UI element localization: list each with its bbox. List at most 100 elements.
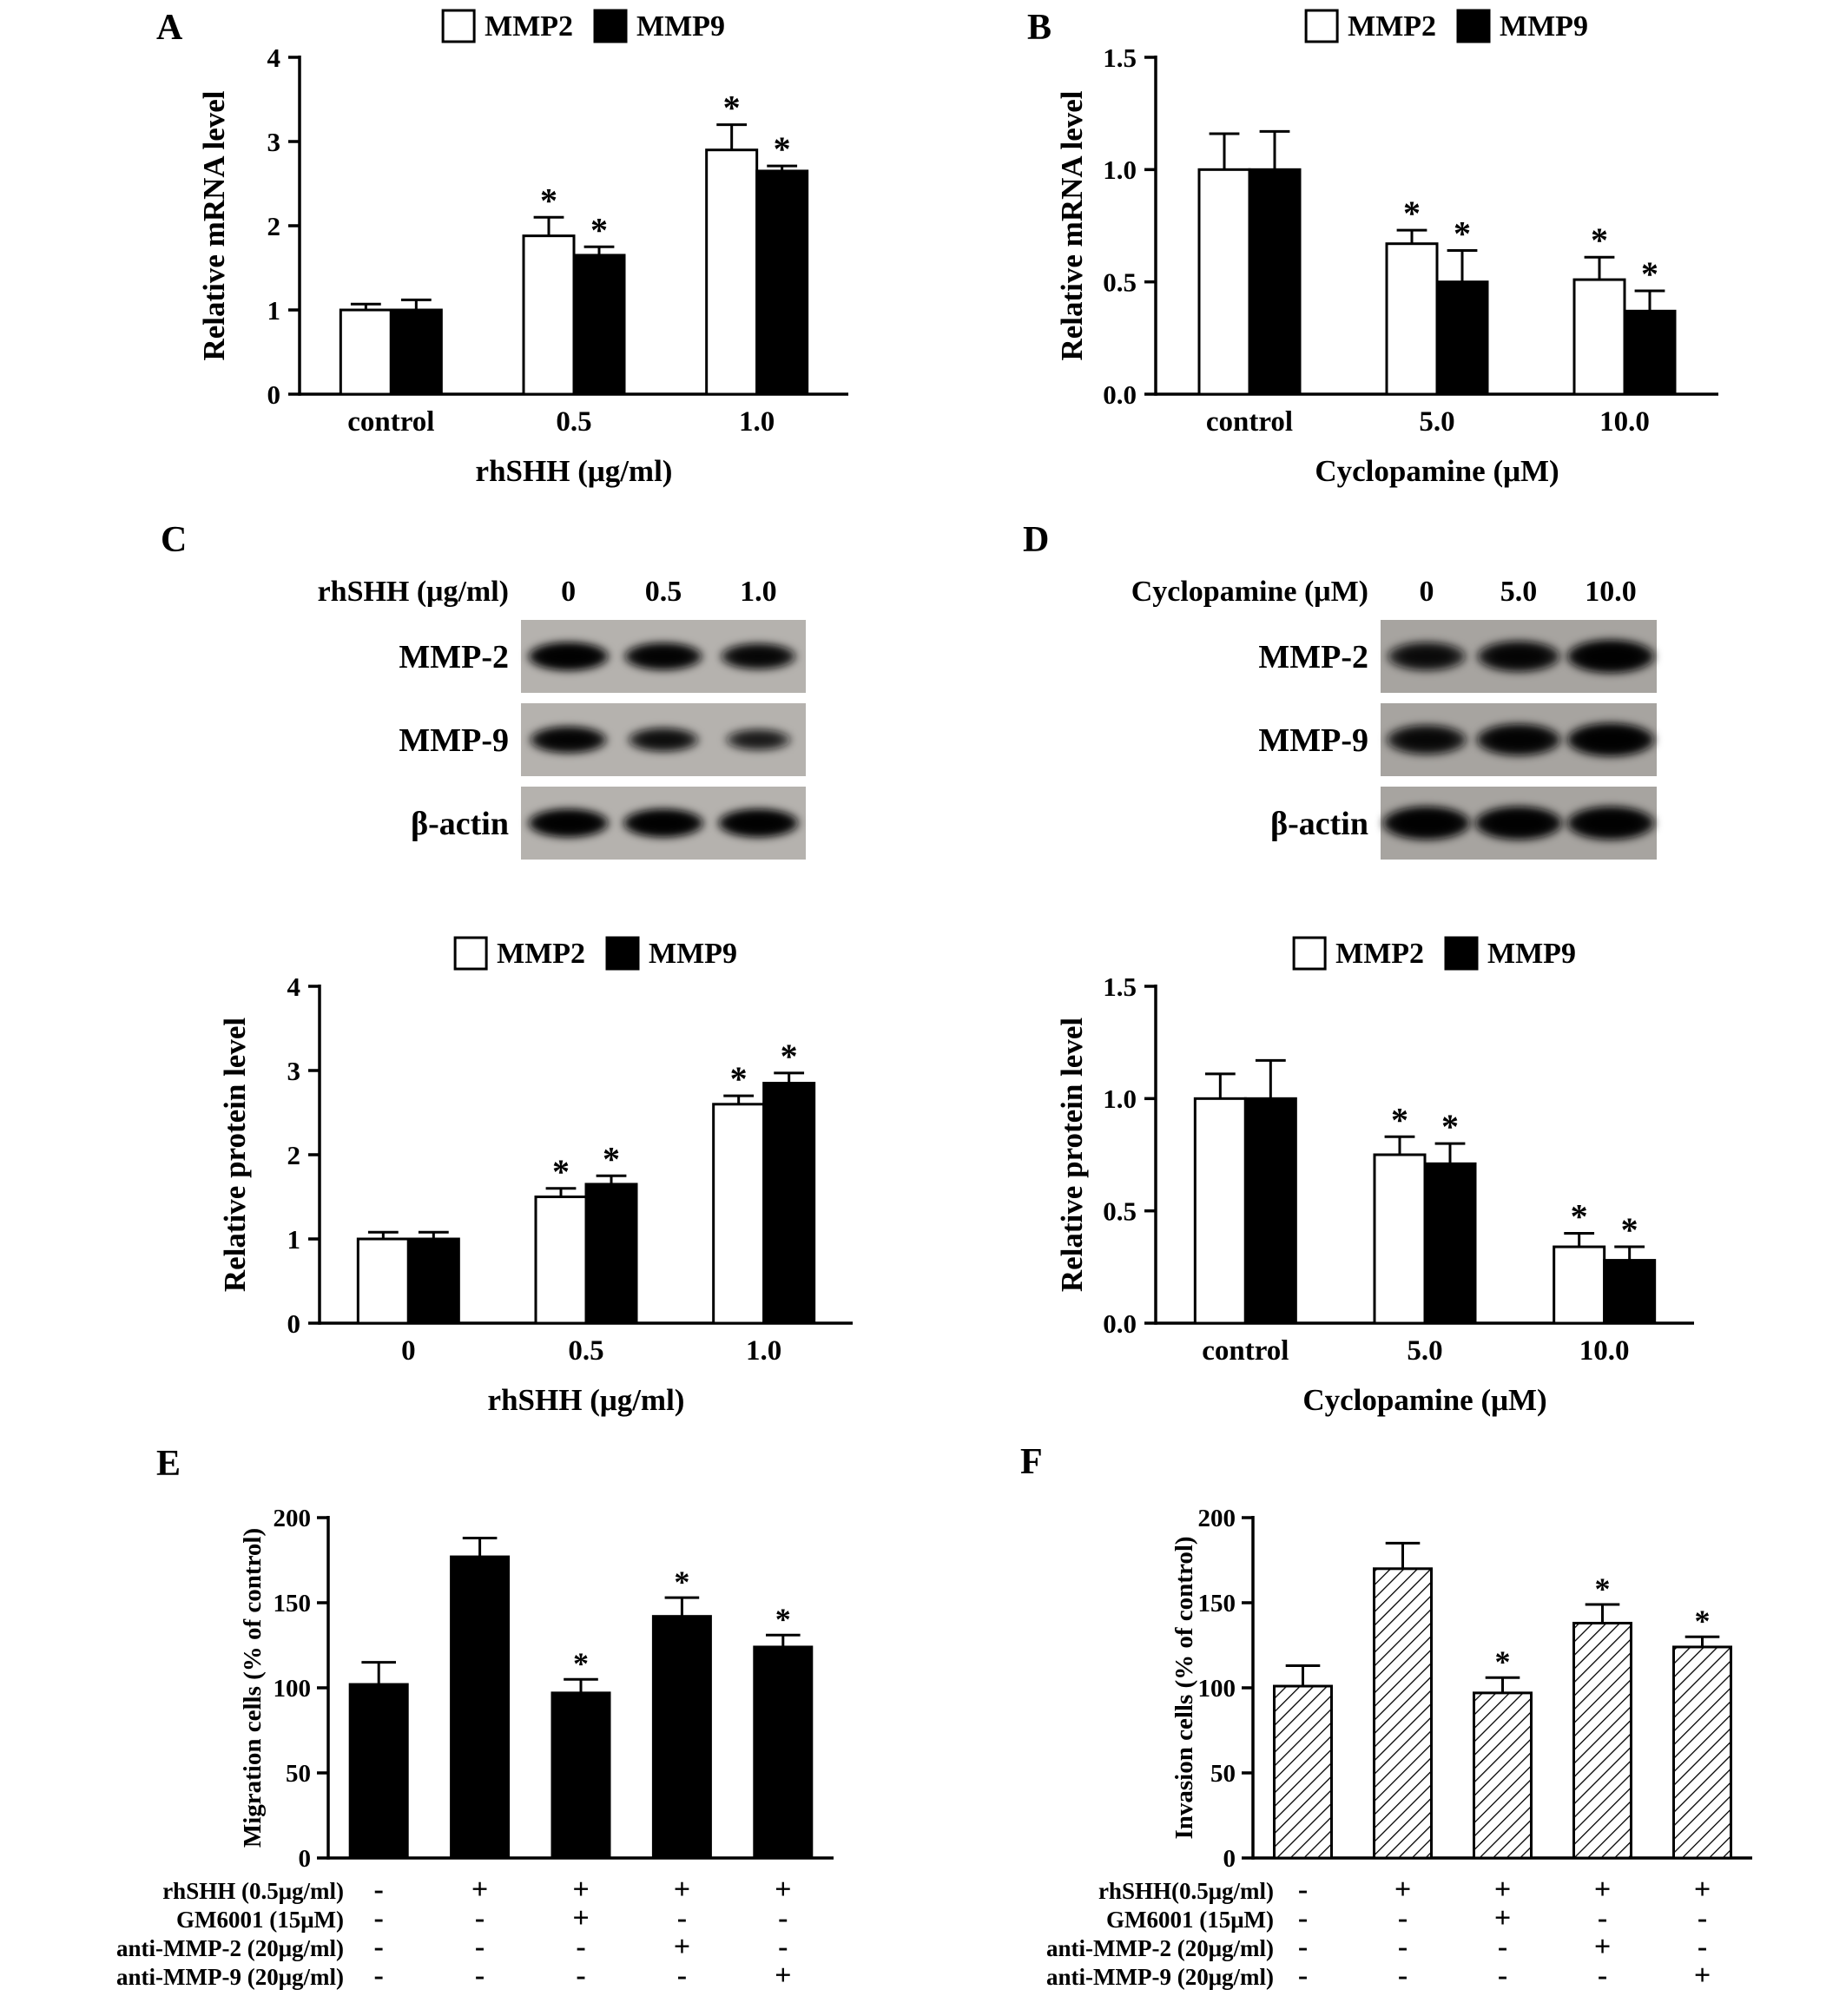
treatment-sign: - [1698,1902,1707,1934]
y-axis-label: Relative mRNA level [197,90,231,360]
treatment-sign: + [1594,1931,1611,1963]
y-tick-label: 0 [1223,1845,1236,1873]
y-tick-label: 0.0 [1103,1308,1137,1339]
bar [1248,168,1302,396]
significance-star: * [781,1037,798,1076]
treatment-label: rhSHH(0.5μg/ml) [1098,1878,1274,1904]
category-label: 1.0 [746,1335,781,1367]
panel-d: D Cyclopamine (μM) 0 5.0 10.0 MMP-2 MMP-9 β-ac… [923,504,1846,1441]
x-axis-label: Cyclopamine (μM) [1315,454,1559,488]
bar [1672,1645,1732,1860]
panel-b-letter: B [1027,8,1052,48]
treatment-sign: - [1298,1931,1308,1963]
blot-lane-label: 0.5 [645,576,682,608]
legend-label: MMP2 [1348,10,1436,43]
category-label: 0 [401,1335,416,1367]
blot-row-label: β-actin [411,806,509,842]
blot-row-label: MMP-9 [1258,722,1368,759]
blot-row-label: β-actin [1270,806,1368,842]
significance-star: * [603,1139,620,1178]
treatment-sign: - [1498,1960,1507,1992]
blot-band-core [729,814,788,833]
bar [1603,1259,1657,1325]
y-tick-label: 3 [267,127,281,157]
treatment-sign: - [374,1902,384,1934]
treatment-sign: - [677,1902,687,1934]
treatment-sign: + [1494,1902,1511,1934]
significance-star: * [1591,221,1608,260]
bar [1385,242,1439,396]
bar [339,308,392,396]
bar [584,1183,638,1325]
blot-band-core [1488,646,1549,667]
treatment-sign: + [674,1931,690,1963]
significance-star: * [774,129,791,168]
significance-star: * [1403,194,1421,233]
legend-swatch [1304,9,1339,43]
bar [1572,1622,1632,1860]
bar [1572,278,1626,396]
bar [1193,1097,1247,1325]
treatment-sign: - [374,1874,384,1906]
panel-a-chart: 0 1 2 3 4 control * * 0.5 * * 1.0 Relative mRNA leve… [197,9,848,488]
treatment-sign: + [1594,1874,1611,1906]
treatment-sign: - [374,1931,384,1963]
legend-swatch [1444,936,1479,971]
blot-header-label: Cyclopamine (μM) [1131,576,1368,608]
blot-lane-label: 10.0 [1585,576,1637,608]
treatment-sign: + [1694,1874,1711,1906]
blot-band-core [539,647,597,666]
treatment-label: GM6001 (15μM) [1106,1907,1274,1933]
significance-star: * [1695,1604,1711,1638]
legend-label: MMP9 [649,938,737,970]
treatment-sign: - [576,1960,585,1992]
treatment-sign: - [778,1931,788,1963]
y-axis-label: Relative protein level [218,1018,252,1292]
y-tick-label: 0.0 [1103,379,1137,410]
bar [1473,1691,1533,1860]
category-label: control [1202,1335,1289,1367]
category-label: 1.0 [739,406,775,438]
y-tick-label: 200 [1198,1505,1236,1532]
y-tick-label: 1.0 [1103,155,1137,185]
y-tick-label: 3 [287,1056,301,1086]
y-axis-label: Invasion cells (% of control) [1170,1536,1198,1839]
category-label: 0.5 [568,1335,603,1367]
treatment-label: rhSHH (0.5μg/ml) [162,1878,344,1904]
blot-lane-label: 1.0 [740,576,777,608]
panel-e: E 0 50 100 150 200 * * * Migration cells (% of c… [0,1441,923,2016]
y-tick-label: 0 [287,1308,301,1339]
treatment-sign: - [1398,1902,1408,1934]
x-axis-label: rhSHH (μg/ml) [476,454,673,488]
bar [755,169,809,396]
significance-star: * [1641,254,1658,293]
y-tick-label: 50 [1210,1760,1236,1788]
category-label: 10.0 [1579,1335,1630,1367]
treatment-sign: - [1298,1960,1308,1992]
legend-swatch [605,936,640,971]
treatment-sign: + [1494,1874,1511,1906]
significance-star: * [1454,214,1471,253]
legend-swatch [1292,936,1327,971]
blot-band-core [1579,728,1642,751]
panel-c-letter: C [161,520,188,560]
blot-band-core [1579,812,1642,834]
bar [712,1103,766,1325]
treatment-sign: + [1394,1874,1411,1906]
x-axis-label: rhSHH (μg/ml) [488,1383,685,1417]
legend-label: MMP2 [1335,938,1424,970]
y-tick-label: 1 [267,295,281,326]
treatment-sign: + [572,1874,589,1906]
treatment-label: anti-MMP-9 (20μg/ml) [116,1964,344,1990]
bar [389,308,443,396]
treatment-sign: - [1298,1902,1308,1934]
treatment-sign: - [1598,1960,1607,1992]
significance-star: * [1441,1107,1459,1146]
treatment-sign: + [775,1960,791,1992]
significance-star: * [1391,1100,1408,1139]
blot-band-core [635,648,692,665]
bar [1197,168,1251,396]
treatment-sign: + [775,1874,791,1906]
treatment-sign: + [471,1874,488,1906]
blot-band-core [634,814,693,833]
